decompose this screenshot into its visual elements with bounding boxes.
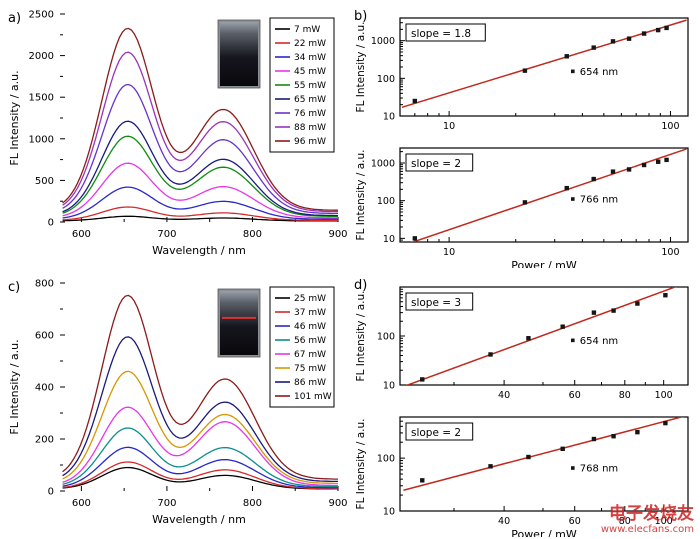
- panel-c-spectra-chart: c) 600 700 800 900 0 200 400 600 800 Wavelength / …: [8, 279, 348, 527]
- svg-text:45 mW: 45 mW: [294, 67, 326, 77]
- svg-text:40: 40: [498, 390, 510, 401]
- panel-d: d) 40 60 80 100 10 100 slope = 3 654 nm FL Intens…: [352, 271, 698, 539]
- svg-text:56 mW: 56 mW: [294, 336, 326, 346]
- svg-text:96 mW: 96 mW: [294, 137, 326, 147]
- svg-text:d): d): [354, 278, 367, 293]
- svg-text:700: 700: [157, 229, 176, 240]
- svg-text:Wavelength / nm: Wavelength / nm: [152, 244, 246, 257]
- svg-text:80: 80: [619, 516, 631, 527]
- watermark-text: 电子发烧友: [609, 504, 694, 525]
- svg-text:c): c): [8, 280, 20, 295]
- svg-text:10: 10: [443, 121, 455, 132]
- svg-text:1500: 1500: [29, 93, 54, 104]
- watermark-url: www.elecfans.com: [600, 524, 694, 535]
- svg-text:101 mW: 101 mW: [294, 392, 332, 402]
- svg-text:766 nm: 766 nm: [580, 195, 618, 206]
- panel-b: b) 10 100 10 100 1000 slope = 1.8 654 nm FL Inte…: [352, 2, 698, 272]
- svg-text:800: 800: [243, 498, 262, 509]
- svg-text:FL Intensity / a.u.: FL Intensity / a.u.: [355, 419, 367, 510]
- svg-text:100: 100: [661, 247, 679, 258]
- svg-text:Wavelength / nm: Wavelength / nm: [152, 513, 246, 526]
- svg-text:500: 500: [35, 176, 54, 187]
- svg-text:a): a): [8, 11, 21, 26]
- svg-text:700: 700: [157, 498, 176, 509]
- svg-text:1000: 1000: [29, 134, 54, 145]
- svg-text:900: 900: [328, 498, 347, 509]
- panel-a-spectra-chart: a) 600 700 800 900 0 500 1000 1500 2000 2500 Wavele…: [8, 10, 348, 258]
- svg-text:slope = 2: slope = 2: [411, 158, 461, 170]
- svg-text:b): b): [354, 9, 367, 24]
- svg-text:0: 0: [48, 487, 54, 498]
- svg-text:75 mW: 75 mW: [294, 364, 326, 374]
- svg-text:88 mW: 88 mW: [294, 123, 326, 133]
- svg-text:FL Intensity / a.u.: FL Intensity / a.u.: [355, 22, 367, 113]
- svg-text:600: 600: [72, 498, 91, 509]
- svg-text:800: 800: [35, 279, 54, 290]
- svg-text:slope = 1.8: slope = 1.8: [411, 28, 471, 40]
- svg-text:FL Intensity / a.u.: FL Intensity / a.u.: [355, 150, 367, 241]
- panel-b-loglog-charts: b) 10 100 10 100 1000 slope = 1.8 654 nm FL Inte…: [354, 9, 689, 272]
- svg-text:10: 10: [383, 381, 395, 392]
- svg-text:768 nm: 768 nm: [580, 464, 618, 475]
- svg-text:900: 900: [328, 229, 347, 240]
- panel-a: a) 600 700 800 900 0 500 1000 1500 2000 2500 Wavele…: [4, 2, 348, 268]
- svg-text:100: 100: [377, 332, 395, 343]
- svg-text:400: 400: [35, 383, 54, 394]
- svg-text:600: 600: [35, 331, 54, 342]
- svg-text:34 mW: 34 mW: [294, 53, 326, 63]
- svg-text:86 mW: 86 mW: [294, 378, 326, 388]
- svg-text:1000: 1000: [371, 36, 395, 47]
- panel-c: c) 600 700 800 900 0 200 400 600 800 Wavelength / …: [4, 271, 348, 537]
- panel-d-loglog-charts: d) 40 60 80 100 10 100 slope = 3 654 nm FL Intens…: [354, 278, 689, 539]
- svg-text:10: 10: [443, 247, 455, 258]
- svg-text:10: 10: [383, 507, 395, 518]
- svg-text:10: 10: [383, 234, 395, 245]
- svg-text:100: 100: [655, 516, 673, 527]
- svg-text:2500: 2500: [29, 10, 54, 21]
- svg-text:25 mW: 25 mW: [294, 294, 326, 304]
- svg-text:FL Intensity / a.u.: FL Intensity / a.u.: [8, 339, 21, 434]
- svg-text:60: 60: [569, 516, 581, 527]
- svg-text:2000: 2000: [29, 51, 54, 62]
- svg-text:slope = 2: slope = 2: [411, 427, 461, 439]
- svg-text:654 nm: 654 nm: [580, 67, 618, 78]
- svg-text:55 mW: 55 mW: [294, 81, 326, 91]
- svg-text:0: 0: [48, 218, 54, 229]
- watermark: 电子发烧友 www.elecfans.com: [601, 505, 694, 535]
- svg-text:80: 80: [619, 390, 631, 401]
- svg-text:100: 100: [377, 74, 395, 85]
- svg-text:654 nm: 654 nm: [580, 336, 618, 347]
- svg-text:Power / mW: Power / mW: [511, 528, 577, 537]
- svg-text:100: 100: [655, 390, 673, 401]
- svg-text:800: 800: [243, 229, 262, 240]
- svg-text:10: 10: [383, 112, 395, 123]
- svg-text:22 mW: 22 mW: [294, 39, 326, 49]
- svg-text:FL Intensity / a.u.: FL Intensity / a.u.: [355, 291, 367, 382]
- svg-text:FL Intensity / a.u.: FL Intensity / a.u.: [8, 70, 21, 165]
- svg-text:600: 600: [72, 229, 91, 240]
- svg-text:Power / mW: Power / mW: [511, 259, 577, 268]
- svg-text:67 mW: 67 mW: [294, 350, 326, 360]
- svg-text:slope = 3: slope = 3: [411, 297, 461, 309]
- svg-text:65 mW: 65 mW: [294, 95, 326, 105]
- svg-text:200: 200: [35, 435, 54, 446]
- svg-text:40: 40: [498, 516, 510, 527]
- svg-text:76 mW: 76 mW: [294, 109, 326, 119]
- svg-text:100: 100: [377, 454, 395, 465]
- svg-text:46 mW: 46 mW: [294, 322, 326, 332]
- svg-text:1000: 1000: [371, 158, 395, 169]
- svg-text:100: 100: [377, 196, 395, 207]
- svg-text:100: 100: [661, 121, 679, 132]
- svg-text:60: 60: [569, 390, 581, 401]
- svg-text:7 mW: 7 mW: [294, 25, 320, 35]
- svg-text:37 mW: 37 mW: [294, 308, 326, 318]
